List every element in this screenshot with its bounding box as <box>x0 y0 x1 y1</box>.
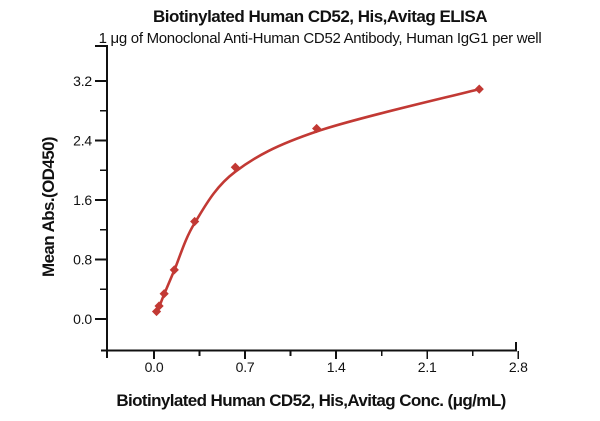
data-point-diamond <box>159 289 169 299</box>
x-axis-label: Biotinylated Human CD52, His,Avitag Conc… <box>116 391 505 410</box>
tick-marks <box>95 80 520 359</box>
data-point-diamond <box>169 265 179 275</box>
x-tick-label: 1.4 <box>327 359 346 375</box>
data-point-diamond <box>312 123 322 134</box>
x-tick-label: 2.1 <box>418 359 437 375</box>
y-tick-label: 0.8 <box>73 251 92 267</box>
fit-curve-path <box>155 87 481 314</box>
x-tick-label: 0.7 <box>236 359 255 375</box>
data-point-diamond <box>230 162 240 172</box>
chart-subtitle: 1 μg of Monoclonal Anti-Human CD52 Antib… <box>99 30 542 47</box>
data-point-diamond <box>474 84 484 94</box>
y-tick-label: 0.0 <box>73 311 92 327</box>
y-tick-label: 2.4 <box>73 132 92 148</box>
x-tick-label: 2.8 <box>509 359 528 375</box>
data-point-diamond <box>154 301 164 311</box>
data-point-diamond <box>190 216 200 227</box>
x-tick-label: 0.0 <box>145 359 164 375</box>
chart-title: Biotinylated Human CD52, His,Avitag ELIS… <box>153 7 487 26</box>
data-points <box>151 84 484 317</box>
axes <box>95 45 517 358</box>
y-tick-label: 3.2 <box>73 73 92 89</box>
y-tick-label: 1.6 <box>73 192 92 208</box>
y-axis-label: Mean Abs.(OD450) <box>39 137 58 277</box>
fit-curve <box>155 87 481 314</box>
tick-labels: 0.0 0.7 1.4 2.1 2.8 0.0 0.8 1.6 2.4 3.2 <box>73 73 528 375</box>
